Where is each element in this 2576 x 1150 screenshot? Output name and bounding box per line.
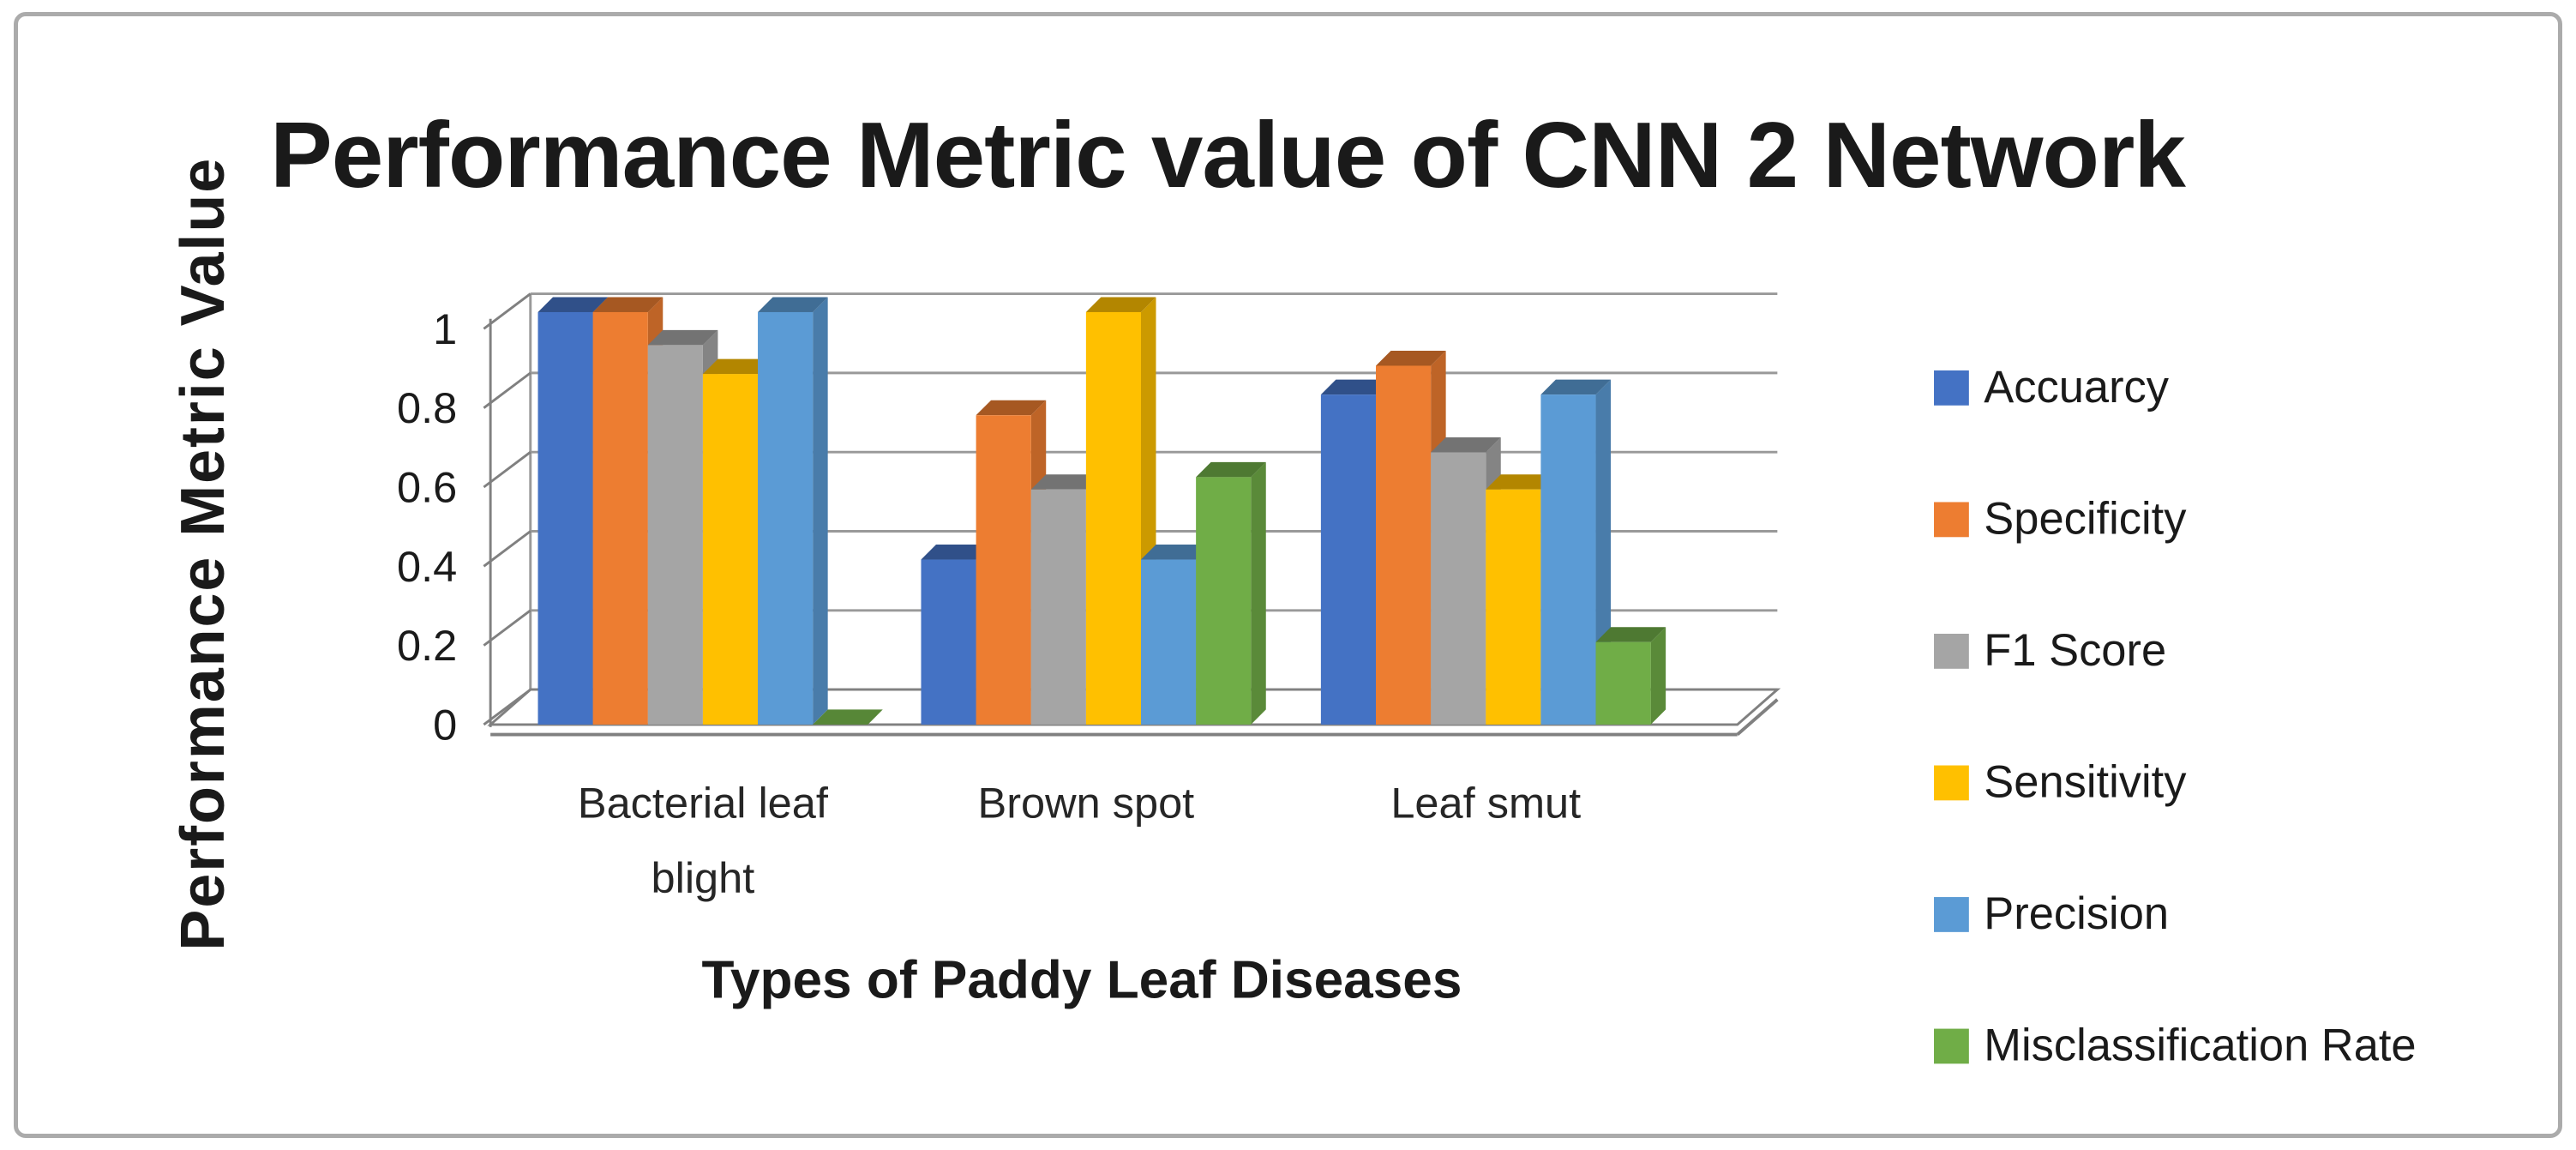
bar-specificity-bacterial-leaf-blight-front — [592, 311, 648, 725]
chart-figure: Performance Metric value of CNN 2 Networ… — [169, 103, 2417, 1070]
bar-specificity-leaf-smut-top — [1376, 350, 1446, 366]
legend-label-accuarcy: Accuarcy — [1984, 363, 2169, 412]
bar-precision-bacterial-leaf-blight — [758, 297, 828, 725]
bar-misclassification-rate-brown-spot-front — [1196, 477, 1252, 725]
legend-swatch-precision — [1934, 897, 1969, 932]
legend-swatch-misclassification-rate — [1934, 1028, 1969, 1064]
category-label-brown-spot: Brown spot — [978, 779, 1195, 828]
bar-precision-leaf-smut-front — [1540, 394, 1596, 725]
bar-misclassification-rate-brown-spot — [1196, 461, 1266, 725]
bar-sensitivity-leaf-smut-front — [1486, 489, 1541, 725]
bar-f1-score-leaf-smut-front — [1431, 452, 1486, 725]
bar-accuarcy-bacterial-leaf-blight-front — [537, 311, 593, 725]
x-axis-title: Types of Paddy Leaf Diseases — [702, 951, 1462, 1010]
chart-title: Performance Metric value of CNN 2 Networ… — [270, 103, 2186, 208]
bar-sensitivity-brown-spot-top — [1085, 297, 1156, 312]
legend-item-misclassification-rate: Misclassification Rate — [1934, 1021, 2417, 1070]
legend-item-f1-score: F1 Score — [1934, 626, 2166, 676]
category-label-bacterial-leaf-blight-line2: blight — [652, 853, 755, 902]
y-tick-label-0.2: 0.2 — [397, 621, 457, 670]
bar-accuarcy-leaf-smut-top — [1320, 379, 1391, 395]
tick-connector-0.4 — [483, 530, 531, 568]
legend: Accuarcy Specificity F1 Score Sensitivity Pr… — [1934, 363, 2417, 1070]
bar-misclassification-rate-bacterial-leaf-blight-flat — [813, 709, 883, 725]
bar-misclassification-rate-bacterial-leaf-blight — [813, 709, 883, 725]
bar-accuarcy-leaf-smut-front — [1320, 394, 1377, 725]
tick-connector-1 — [483, 292, 531, 330]
bar-f1-score-leaf-smut-top — [1431, 437, 1501, 453]
bar-sensitivity-leaf-smut-top — [1486, 474, 1556, 490]
bar-f1-score-brown-spot-front — [1030, 489, 1086, 725]
bar-specificity-brown-spot-top — [976, 400, 1047, 416]
bar-sensitivity-bacterial-leaf-blight-front — [702, 374, 759, 725]
legend-label-sensitivity: Sensitivity — [1984, 757, 2187, 807]
bar-specificity-leaf-smut-front — [1376, 365, 1432, 725]
legend-swatch-accuarcy — [1934, 370, 1969, 406]
floor-thickness-side — [1736, 698, 1779, 737]
y-tick-label-0.6: 0.6 — [397, 462, 457, 511]
legend-label-f1-score: F1 Score — [1984, 626, 2166, 676]
bar-misclassification-rate-leaf-smut-front — [1595, 641, 1651, 725]
bar-precision-bacterial-leaf-blight-front — [758, 311, 814, 725]
bar-sensitivity-brown-spot-front — [1085, 311, 1142, 725]
bar-f1-score-bacterial-leaf-blight-front — [647, 345, 703, 725]
y-axis-title: Performance Metric Value — [169, 157, 237, 951]
bar-precision-bacterial-leaf-blight-top — [758, 297, 828, 312]
bar-precision-bacterial-leaf-blight-side — [813, 297, 828, 725]
bar-misclassification-rate-leaf-smut — [1595, 627, 1666, 725]
legend-item-sensitivity: Sensitivity — [1934, 757, 2187, 807]
bar-misclassification-rate-leaf-smut-side — [1650, 627, 1666, 725]
figure-border: Performance Metric value of CNN 2 Networ… — [14, 12, 2562, 1138]
legend-swatch-f1-score — [1934, 634, 1969, 669]
bar-specificity-brown-spot-front — [976, 415, 1031, 725]
y-tick-label-0.8: 0.8 — [397, 383, 457, 432]
bar-accuarcy-brown-spot-top — [921, 545, 992, 560]
bar-misclassification-rate-leaf-smut-top — [1595, 627, 1666, 642]
category-label-bacterial-leaf-blight-line1: Bacterial leaf — [578, 779, 829, 828]
tick-connector-0.2 — [483, 609, 531, 647]
bar-misclassification-rate-brown-spot-top — [1196, 461, 1266, 478]
y-tick-label-0.4: 0.4 — [397, 542, 457, 591]
bar-sensitivity-bacterial-leaf-blight-top — [702, 358, 773, 375]
legend-item-specificity: Specificity — [1934, 494, 2187, 544]
category-label-leaf-smut: Leaf smut — [1390, 779, 1581, 828]
bar-sensitivity-brown-spot — [1085, 297, 1156, 725]
legend-label-precision: Precision — [1984, 889, 2169, 939]
legend-swatch-sensitivity — [1934, 765, 1969, 801]
bar-accuarcy-brown-spot-front — [921, 559, 976, 725]
legend-label-specificity: Specificity — [1984, 494, 2187, 544]
legend-label-misclassification-rate: Misclassification Rate — [1984, 1021, 2416, 1070]
tick-connector-0.8 — [483, 371, 531, 409]
plot-area: 0 0.2 0.4 0.6 0.8 1 Bacterial leaf blight Brown … — [397, 292, 1781, 902]
legend-item-accuarcy: Accuarcy — [1934, 363, 2170, 412]
legend-item-precision: Precision — [1934, 889, 2169, 939]
bar-specificity-bacterial-leaf-blight-top — [592, 297, 664, 312]
bar-precision-leaf-smut-top — [1540, 379, 1612, 395]
bar-f1-score-bacterial-leaf-blight-top — [647, 329, 718, 346]
bar-precision-brown-spot-top — [1141, 545, 1211, 560]
bar-f1-score-brown-spot-top — [1030, 474, 1102, 490]
tick-connector-0.6 — [483, 451, 531, 489]
legend-swatch-specificity — [1934, 502, 1969, 538]
y-tick-label-1: 1 — [433, 304, 457, 353]
y-tick-label-0: 0 — [433, 700, 457, 749]
bar-misclassification-rate-brown-spot-side — [1251, 461, 1266, 725]
bar-precision-brown-spot-front — [1141, 559, 1197, 725]
bar-accuarcy-bacterial-leaf-blight-top — [537, 297, 609, 312]
